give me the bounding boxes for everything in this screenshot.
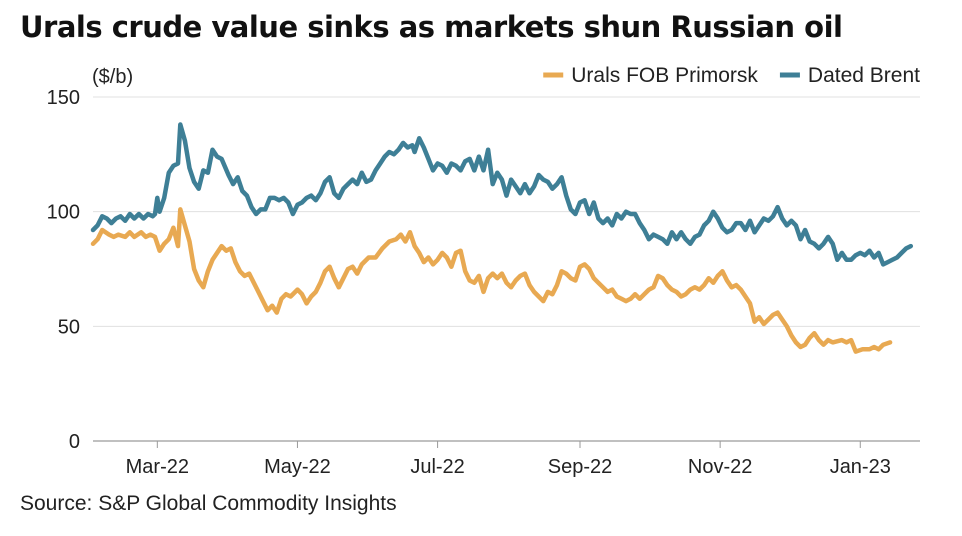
x-tick-label-Nov-22: Nov-22 (688, 456, 752, 478)
axis-ticks: 0 50 100 150 Mar-22 May-22 Jul-22 Sep-22 Nov-22 J… (47, 87, 891, 478)
x-tick-label-Mar-22: Mar-22 (126, 456, 189, 478)
source-note: Source: S&P Global Commodity Insights (20, 492, 397, 515)
x-tick-label-Jul-22: Jul-22 (410, 456, 464, 478)
y-tick-label-150: 150 (47, 87, 80, 109)
legend-item: Dated Brent (779, 64, 920, 87)
x-tick-label-Sep-22: Sep-22 (548, 456, 613, 478)
y-tick-label-50: 50 (58, 316, 80, 338)
chart-title: Urals crude value sinks as markets shun … (20, 10, 843, 44)
y-tick-label-100: 100 (47, 202, 80, 224)
series-line-urals-fob-primorsk (90, 207, 893, 354)
series-line-dated-brent (90, 122, 914, 267)
y-tick-label-0: 0 (69, 431, 80, 453)
legend-label: Dated Brent (808, 64, 920, 87)
legend-item: Urals FOB Primorsk (543, 64, 758, 87)
gridlines (93, 96, 920, 442)
y-axis-label: ($/b) (92, 66, 133, 88)
x-tick-label-May-22: May-22 (264, 456, 331, 478)
x-tick-label-Jan-23: Jan-23 (830, 456, 891, 478)
legend: Urals FOB Primorsk Dated Brent (543, 64, 920, 87)
series-lines (90, 122, 914, 354)
legend-label: Urals FOB Primorsk (571, 64, 758, 87)
